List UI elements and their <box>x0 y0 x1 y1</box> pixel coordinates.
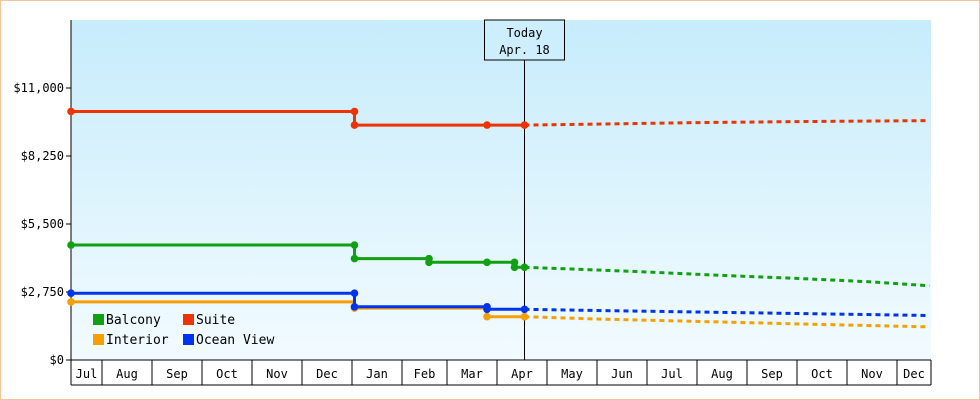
x-tick-label: Aug <box>711 367 733 381</box>
data-point-ocean-view <box>67 289 75 298</box>
legend-label-interior: Interior <box>106 333 169 348</box>
legend-swatch-balcony <box>93 314 104 325</box>
x-tick-label: Aug <box>116 367 138 381</box>
x-tick-label: Jan <box>366 367 388 381</box>
data-point-balcony <box>67 241 75 249</box>
x-tick-label: Nov <box>861 367 883 381</box>
y-tick-label: $8,250 <box>21 149 64 163</box>
y-tick-label: $2,750 <box>21 285 64 299</box>
series-forecast-balcony <box>524 265 930 288</box>
series-forecast-interior <box>524 315 930 329</box>
legend-swatch-interior <box>93 334 104 345</box>
data-point-ocean-view <box>483 305 491 314</box>
data-point-balcony <box>510 263 519 272</box>
x-tick-label: Jul <box>661 367 683 381</box>
data-point-suite <box>483 121 491 129</box>
x-tick-label: Jul <box>76 367 98 381</box>
x-tick-label: Sep <box>761 367 783 381</box>
today-box <box>484 19 565 61</box>
y-tick-label: $5,500 <box>21 217 64 231</box>
legend-label-balcony: Balcony <box>106 313 161 328</box>
data-point-balcony <box>425 258 433 267</box>
legend-swatch-suite <box>183 314 194 325</box>
y-tick-label: $0 <box>50 353 64 367</box>
x-tick-label: Mar <box>461 367 483 381</box>
x-tick-label: Nov <box>266 367 288 381</box>
x-tick-label: Sep <box>166 367 188 381</box>
data-point-balcony <box>350 241 359 249</box>
x-tick-label: Jun <box>611 367 633 381</box>
y-tick-label: $11,000 <box>13 81 64 95</box>
data-point-balcony <box>520 263 529 272</box>
series-forecast-suite <box>524 119 930 127</box>
x-tick-label: Oct <box>811 367 833 381</box>
x-tick-label: Oct <box>216 367 238 381</box>
data-point-ocean-view <box>350 303 359 311</box>
x-tick-label: May <box>561 367 583 381</box>
data-point-interior <box>520 312 529 321</box>
data-point-interior <box>67 298 75 306</box>
x-tick-label: Dec <box>316 367 338 381</box>
x-tick-label: Apr <box>511 367 533 381</box>
legend-label-ocean-view: Ocean View <box>196 333 274 348</box>
data-point-ocean-view <box>350 289 359 298</box>
today-label: Today <box>506 26 542 40</box>
data-point-ocean-view <box>520 305 529 314</box>
data-point-suite <box>350 107 359 116</box>
series-forecast-ocean-view <box>524 307 930 317</box>
x-tick-label: Feb <box>414 367 436 381</box>
today-date: Apr. 18 <box>499 43 550 57</box>
data-point-interior <box>483 312 491 321</box>
data-point-balcony <box>483 258 491 267</box>
legend-swatch-ocean-view <box>183 334 194 345</box>
legend-label-suite: Suite <box>196 313 235 328</box>
data-point-suite <box>520 121 529 129</box>
data-point-suite <box>350 121 359 129</box>
series-line-ocean-view <box>71 291 525 311</box>
data-point-suite <box>67 107 75 116</box>
series-line-suite <box>71 110 525 127</box>
data-point-balcony <box>350 254 359 263</box>
x-tick-label: Dec <box>903 367 925 381</box>
